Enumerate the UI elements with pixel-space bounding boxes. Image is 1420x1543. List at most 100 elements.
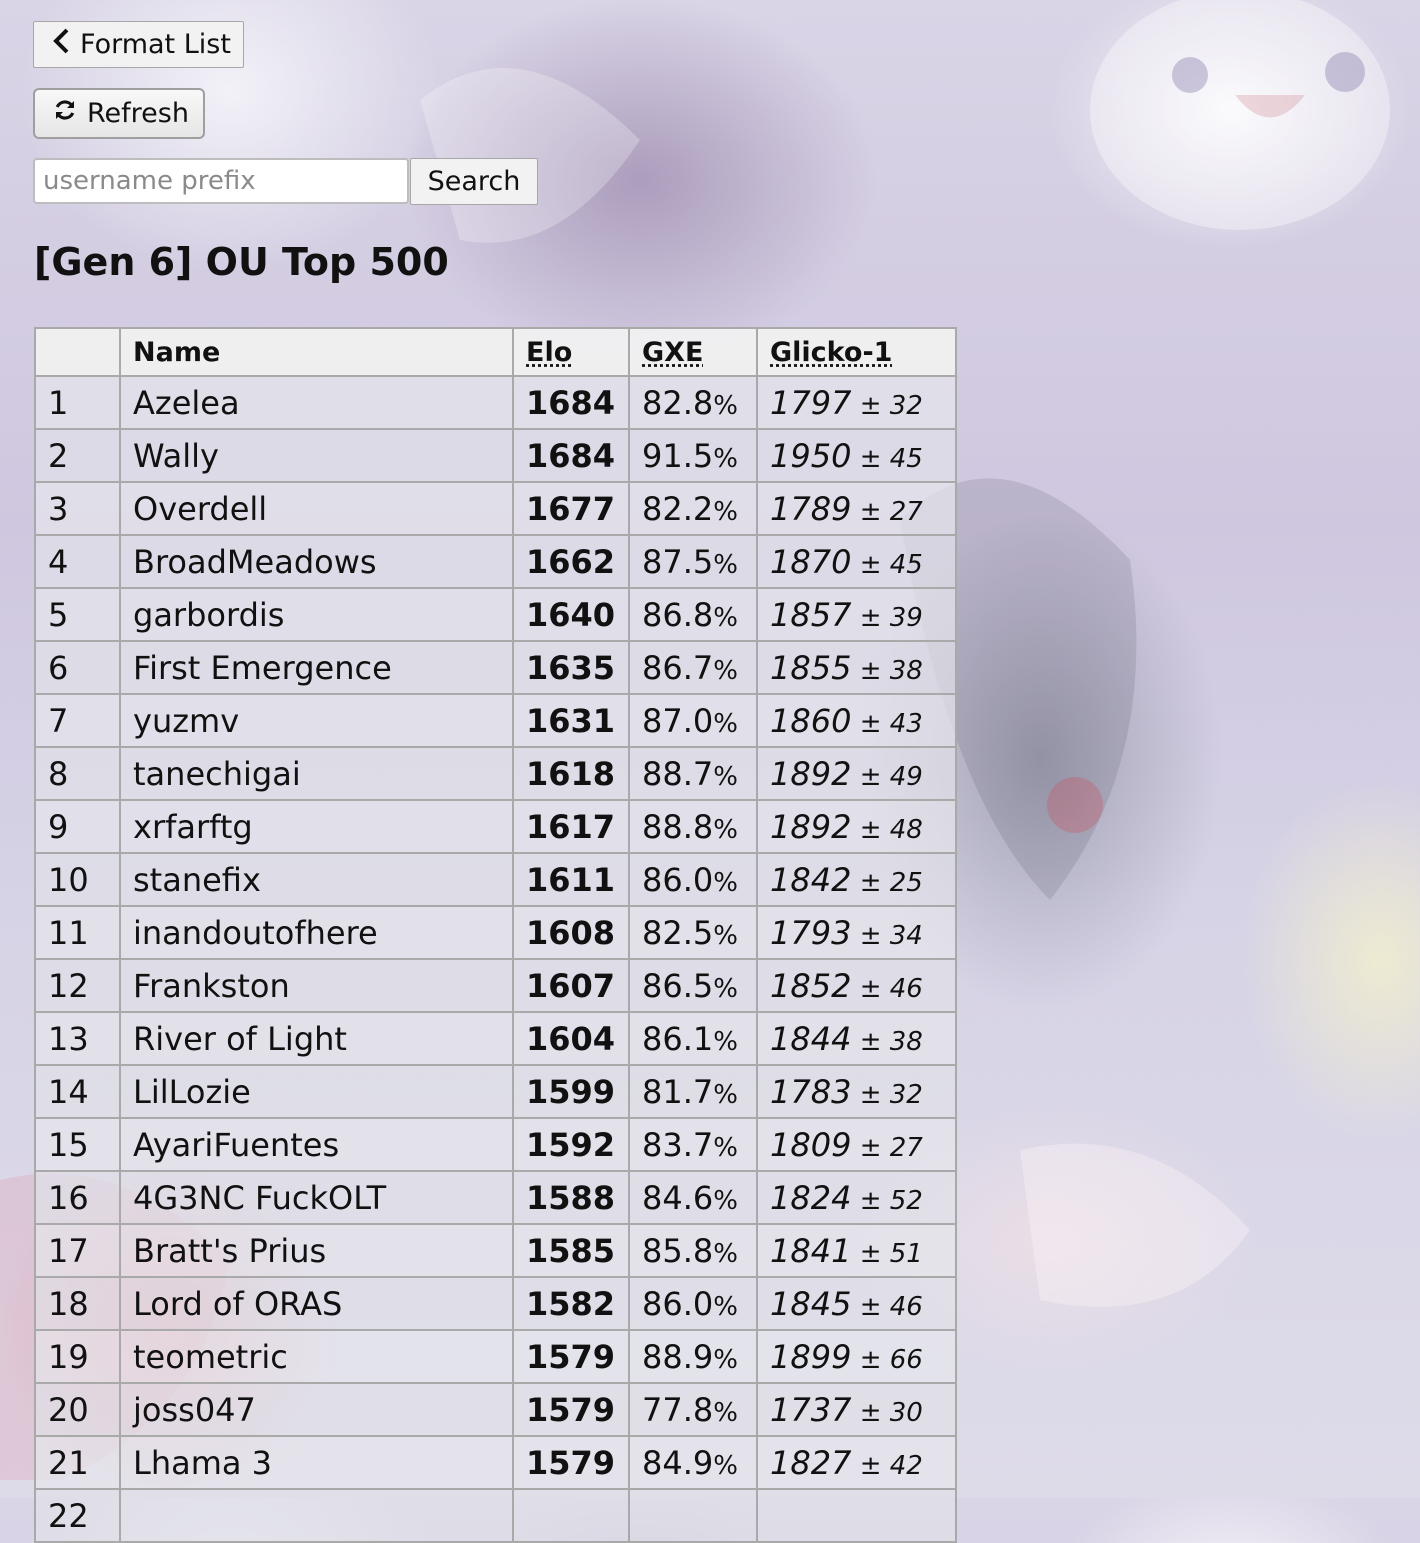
elo-cell: 1582 xyxy=(512,1276,630,1331)
player-name-cell[interactable]: AyariFuentes xyxy=(119,1117,514,1172)
rank-cell: 20 xyxy=(34,1382,121,1437)
search-button[interactable]: Search xyxy=(410,158,538,205)
elo-cell: 1631 xyxy=(512,693,630,748)
header-rank xyxy=(34,327,121,377)
glicko-value: 1852 xyxy=(770,966,852,1005)
gxe-value: 88.9 xyxy=(642,1337,714,1376)
table-row: 7 yuzmv 1631 87.0% 1860 ± 43 xyxy=(34,693,957,748)
refresh-button[interactable]: Refresh xyxy=(33,88,205,139)
gxe-value: 83.7 xyxy=(642,1125,714,1164)
player-name-cell[interactable]: Lord of ORAS xyxy=(119,1276,514,1331)
gxe-cell: 86.0% xyxy=(628,852,758,907)
player-name-cell[interactable]: Wally xyxy=(119,428,514,483)
table-row: 5 garbordis 1640 86.8% 1857 ± 39 xyxy=(34,587,957,642)
elo-cell: 1608 xyxy=(512,905,630,960)
player-name-cell[interactable]: stanefix xyxy=(119,852,514,907)
glicko-cell: 1899 ± 66 xyxy=(756,1329,957,1384)
page-title: [Gen 6] OU Top 500 xyxy=(34,240,449,284)
player-name-cell[interactable]: Overdell xyxy=(119,481,514,536)
table-row: 15 AyariFuentes 1592 83.7% 1809 ± 27 xyxy=(34,1117,957,1172)
gxe-percent-sign: % xyxy=(713,761,738,792)
gxe-cell: 84.9% xyxy=(628,1435,758,1490)
glicko-value: 1892 xyxy=(770,754,852,793)
header-gxe[interactable]: GXE xyxy=(628,327,758,377)
gxe-cell xyxy=(628,1488,758,1543)
glicko-deviation-value: 45 xyxy=(889,443,923,474)
player-name-cell[interactable] xyxy=(119,1488,514,1543)
header-elo[interactable]: Elo xyxy=(512,327,630,377)
rank-cell: 22 xyxy=(34,1488,121,1543)
rank-cell: 19 xyxy=(34,1329,121,1384)
glicko-deviation: ± 46 xyxy=(851,973,923,1004)
table-row: 21 Lhama 3 1579 84.9% 1827 ± 42 xyxy=(34,1435,957,1490)
gxe-cell: 83.7% xyxy=(628,1117,758,1172)
elo-cell: 1684 xyxy=(512,375,630,430)
header-gxe-label: GXE xyxy=(642,336,704,368)
table-row: 19 teometric 1579 88.9% 1899 ± 66 xyxy=(34,1329,957,1384)
plus-minus-sign: ± xyxy=(851,1185,890,1216)
glicko-deviation-value: 27 xyxy=(889,1132,923,1163)
table-row: 12 Frankston 1607 86.5% 1852 ± 46 xyxy=(34,958,957,1013)
glicko-cell: 1797 ± 32 xyxy=(756,375,957,430)
player-name-cell[interactable]: tanechigai xyxy=(119,746,514,801)
glicko-value: 1857 xyxy=(770,595,852,634)
elo-cell: 1592 xyxy=(512,1117,630,1172)
gxe-percent-sign: % xyxy=(713,867,738,898)
refresh-label: Refresh xyxy=(87,98,189,129)
glicko-deviation: ± 38 xyxy=(851,1027,923,1057)
player-name-cell[interactable]: Bratt's Prius xyxy=(119,1223,514,1278)
rank-cell: 18 xyxy=(34,1276,121,1331)
player-name-cell[interactable]: 4G3NC FuckOLT xyxy=(119,1170,514,1225)
glicko-cell: 1827 ± 42 xyxy=(756,1435,957,1490)
gxe-percent-sign: % xyxy=(713,1291,738,1322)
gxe-value: 86.0 xyxy=(642,1284,714,1323)
glicko-deviation-value: 30 xyxy=(889,1397,923,1428)
player-name-cell[interactable]: River of Light xyxy=(119,1011,514,1066)
player-name-cell[interactable]: Lhama 3 xyxy=(119,1435,514,1490)
player-name-cell[interactable]: LilLozie xyxy=(119,1064,514,1119)
player-name-cell[interactable]: joss047 xyxy=(119,1382,514,1437)
glicko-deviation-value: 25 xyxy=(889,867,923,898)
glicko-deviation: ± 25 xyxy=(851,867,923,898)
glicko-cell: 1789 ± 27 xyxy=(756,481,957,536)
glicko-cell: 1809 ± 27 xyxy=(756,1117,957,1172)
format-list-button[interactable]: Format List xyxy=(33,21,244,68)
player-name-cell[interactable]: teometric xyxy=(119,1329,514,1384)
gxe-percent-sign: % xyxy=(713,655,738,686)
elo-cell: 1579 xyxy=(512,1382,630,1437)
glicko-deviation: ± 43 xyxy=(851,709,923,739)
player-name-cell[interactable]: garbordis xyxy=(119,587,514,642)
gxe-percent-sign: % xyxy=(713,1079,738,1110)
username-search-input[interactable] xyxy=(33,158,409,204)
player-name-cell[interactable]: First Emergence xyxy=(119,640,514,695)
plus-minus-sign: ± xyxy=(851,973,890,1004)
rank-cell: 10 xyxy=(34,852,121,907)
player-name-cell[interactable]: Frankston xyxy=(119,958,514,1013)
player-name-cell[interactable]: yuzmv xyxy=(119,693,514,748)
header-glicko[interactable]: Glicko-1 xyxy=(756,327,957,377)
gxe-percent-sign: % xyxy=(713,1344,738,1375)
rank-cell: 4 xyxy=(34,534,121,589)
ladder-table: Name Elo GXE Glicko-1 1 Azelea 1684 82.8% 17… xyxy=(34,327,957,1543)
elo-cell: 1618 xyxy=(512,746,630,801)
player-name-cell[interactable]: Azelea xyxy=(119,375,514,430)
gxe-cell: 88.8% xyxy=(628,799,758,854)
player-name-cell[interactable]: inandoutofhere xyxy=(119,905,514,960)
gxe-cell: 86.0% xyxy=(628,1276,758,1331)
glicko-deviation: ± 48 xyxy=(851,815,923,845)
table-row: 6 First Emergence 1635 86.7% 1855 ± 38 xyxy=(34,640,957,695)
player-name-cell[interactable]: BroadMeadows xyxy=(119,534,514,589)
gxe-cell: 86.7% xyxy=(628,640,758,695)
plus-minus-sign: ± xyxy=(851,602,890,633)
glicko-value: 1870 xyxy=(770,542,852,581)
plus-minus-sign: ± xyxy=(851,655,890,686)
elo-cell: 1677 xyxy=(512,481,630,536)
glicko-deviation-value: 39 xyxy=(889,602,923,633)
gxe-cell: 86.8% xyxy=(628,587,758,642)
gxe-cell: 87.5% xyxy=(628,534,758,589)
player-name-cell[interactable]: xrfarftg xyxy=(119,799,514,854)
elo-cell xyxy=(512,1488,630,1543)
glicko-value: 1842 xyxy=(770,860,852,899)
gxe-value: 77.8 xyxy=(642,1390,714,1429)
glicko-cell: 1892 ± 49 xyxy=(756,746,957,801)
